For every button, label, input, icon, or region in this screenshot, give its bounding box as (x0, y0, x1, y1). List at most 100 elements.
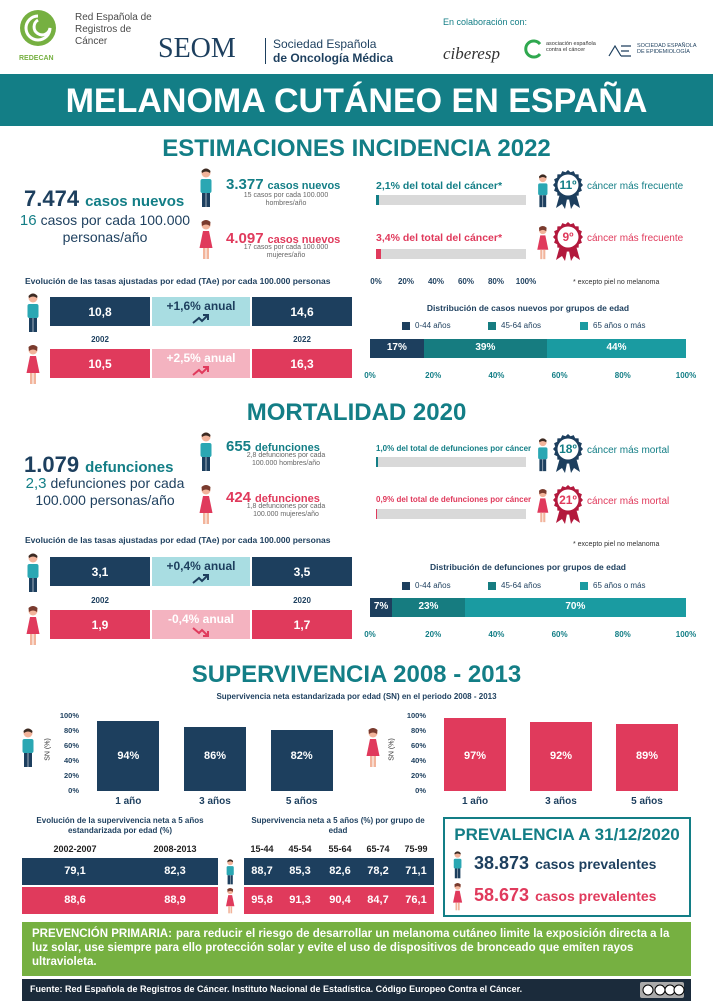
x-tick-label: 1 año (115, 796, 142, 807)
shape (557, 438, 579, 460)
age-title: Distribución de defunciones por grupos d… (430, 562, 626, 572)
medal-icon (553, 434, 583, 473)
share-label: 1,0% del total de defunciones por cáncer (376, 444, 532, 453)
text: 16 (19, 212, 37, 229)
y-tick-label: 100% (59, 711, 79, 720)
shape (654, 984, 666, 996)
column-header: 65-74 (366, 844, 390, 854)
table-row (22, 887, 218, 914)
legend-swatch (402, 322, 410, 330)
shape (230, 906, 233, 914)
sex-rate: 1,8 defunciones por cada 100.000 mujeres… (246, 503, 326, 518)
share-track (376, 457, 526, 467)
shape (226, 866, 234, 876)
man-icon (200, 432, 212, 471)
note: * excepto piel no melanoma (573, 279, 660, 286)
shape (540, 512, 543, 523)
rank-text: cáncer más mortal (587, 445, 670, 456)
source: Fuente: Red Española de Registros de Cán… (30, 984, 523, 994)
woman-icon (26, 606, 40, 645)
shape (33, 634, 36, 645)
shape (453, 858, 462, 869)
age-value-label: 44% (606, 342, 627, 353)
total-line: 1.079 defunciones (24, 452, 173, 478)
shape (673, 984, 685, 996)
text: En colaboración con: (443, 17, 528, 27)
age-segment (370, 598, 393, 617)
table-title: Evolución de la supervivencia neta a 5 a… (36, 816, 204, 835)
rank-text: cáncer más frecuente (587, 181, 684, 192)
shape (30, 634, 33, 645)
man-icon (226, 859, 234, 885)
shape (199, 496, 213, 513)
shape (538, 489, 547, 495)
shape (538, 226, 547, 232)
total-line: 7.474 casos nuevos (24, 186, 184, 212)
shape (557, 226, 579, 248)
text: defunciones (255, 442, 320, 454)
shape (524, 39, 542, 59)
shape (201, 168, 211, 173)
prevalence-line: 38.873 casos prevalentes (474, 853, 656, 874)
table-row (244, 887, 434, 914)
survival-bar (97, 720, 160, 791)
total-number: 1.079 (24, 452, 80, 477)
age-tick-label: 60% (551, 630, 568, 639)
trend-change: -0,4% anual (152, 610, 250, 639)
woman-icon (537, 226, 549, 260)
shape (537, 498, 549, 513)
see-logo (608, 44, 631, 57)
shape (366, 739, 380, 756)
shape (370, 756, 373, 767)
shape (206, 513, 209, 524)
text: casos nuevos (267, 234, 341, 246)
shape (192, 574, 209, 584)
shape (23, 728, 33, 733)
age-tick-label: 0% (364, 630, 376, 639)
shape (206, 457, 210, 471)
y-tick-label: 80% (410, 726, 426, 735)
text: casos nuevos (267, 180, 341, 192)
text: SOCIEDAD ESPAÑOLA DE EPIDEMIOLOGÍA (637, 43, 697, 55)
woman-icon (366, 728, 380, 767)
shape (557, 174, 579, 196)
section-heading: MORTALIDAD 2020 (246, 399, 467, 426)
trend-start: 3,1 (50, 557, 150, 586)
trend-end: 1,7 (252, 610, 352, 639)
shape (227, 875, 231, 885)
man-icon (22, 728, 34, 767)
shape (27, 564, 39, 578)
footer-band (22, 979, 691, 1001)
legend-label: 45-64 años (501, 321, 542, 330)
shape (200, 179, 212, 193)
share-label: 3,4% del total del cáncer* (376, 232, 503, 244)
x-tick-label: 5 años (285, 796, 318, 807)
shape (538, 174, 547, 179)
rank: 21º (559, 493, 577, 507)
share-bar (376, 195, 380, 205)
prevention-box: PREVENCIÓN PRIMARIA: para reducir el ries… (22, 922, 691, 976)
table-cell: 91,3 (289, 894, 311, 906)
age-tick-label: 100% (675, 371, 697, 380)
shape (608, 44, 631, 57)
section-heading: ESTIMACIONES INCIDENCIA 2022 (162, 135, 551, 162)
medal-icon (553, 222, 583, 261)
legend-swatch (402, 582, 410, 590)
shape (543, 512, 546, 523)
sex-rate: 2,8 defunciones por cada 100.000 hombres… (246, 452, 326, 467)
y-tick-label: 40% (410, 756, 426, 765)
medal-icon (553, 485, 583, 524)
shape (538, 447, 548, 460)
shape (454, 851, 461, 855)
shape (225, 895, 235, 907)
share-track (376, 509, 526, 519)
sex-rate: 15 casos por cada 100.000 hombres/año (243, 192, 329, 207)
aecc-logo (524, 39, 542, 59)
table-title: Supervivencia neta a 5 años (%) por grup… (251, 816, 425, 835)
table-row (22, 858, 218, 885)
rank: 9º (562, 230, 574, 244)
prevalence-title: PREVALENCIA A 31/12/2020 (454, 825, 680, 844)
divider (265, 38, 266, 64)
text: ciberesp (443, 44, 500, 63)
